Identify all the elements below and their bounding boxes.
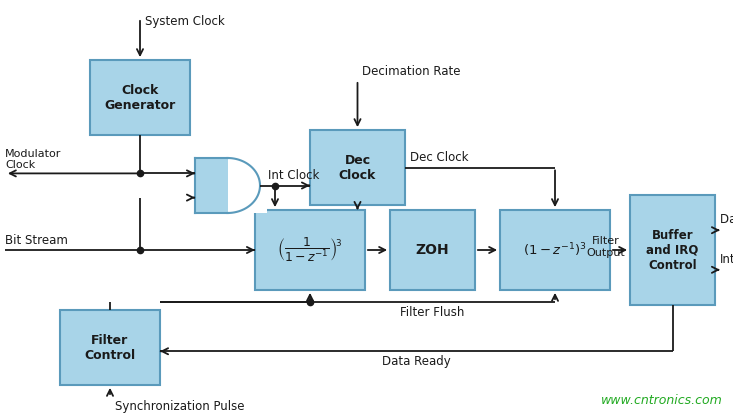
- Text: Int Clock: Int Clock: [268, 168, 320, 181]
- Text: System Clock: System Clock: [145, 15, 225, 28]
- Text: Dec
Clock: Dec Clock: [339, 154, 376, 181]
- FancyBboxPatch shape: [255, 210, 365, 290]
- Text: $\left(\dfrac{1}{1-z^{-1}}\right)^{\!3}$: $\left(\dfrac{1}{1-z^{-1}}\right)^{\!3}$: [277, 236, 342, 264]
- Text: Buffer
and IRQ
Control: Buffer and IRQ Control: [647, 229, 699, 271]
- Text: Filter
Output: Filter Output: [586, 236, 625, 258]
- Text: Data Ready: Data Ready: [382, 355, 451, 368]
- FancyBboxPatch shape: [390, 210, 475, 290]
- FancyBboxPatch shape: [500, 210, 610, 290]
- Bar: [228, 158, 267, 213]
- Text: Clock
Generator: Clock Generator: [104, 83, 176, 112]
- Text: ZOH: ZOH: [416, 243, 449, 257]
- Text: Bit Stream: Bit Stream: [5, 234, 68, 247]
- Text: Decimation Rate: Decimation Rate: [363, 65, 461, 78]
- FancyBboxPatch shape: [630, 195, 715, 305]
- FancyBboxPatch shape: [60, 310, 160, 385]
- Text: www.cntronics.com: www.cntronics.com: [601, 394, 723, 407]
- Ellipse shape: [195, 158, 260, 213]
- FancyBboxPatch shape: [90, 60, 190, 135]
- Text: Synchronization Pulse: Synchronization Pulse: [115, 400, 245, 413]
- Text: Filter Flush: Filter Flush: [400, 306, 465, 319]
- Text: Modulator
Clock: Modulator Clock: [5, 149, 62, 171]
- Text: Filter
Control: Filter Control: [84, 334, 136, 361]
- FancyBboxPatch shape: [310, 130, 405, 205]
- Text: Interrupt: Interrupt: [720, 253, 733, 266]
- Text: $(1-z^{-1})^3$: $(1-z^{-1})^3$: [523, 241, 587, 259]
- Bar: [195, 158, 227, 213]
- Text: Dec Clock: Dec Clock: [410, 151, 468, 164]
- Text: Data Output: Data Output: [720, 213, 733, 226]
